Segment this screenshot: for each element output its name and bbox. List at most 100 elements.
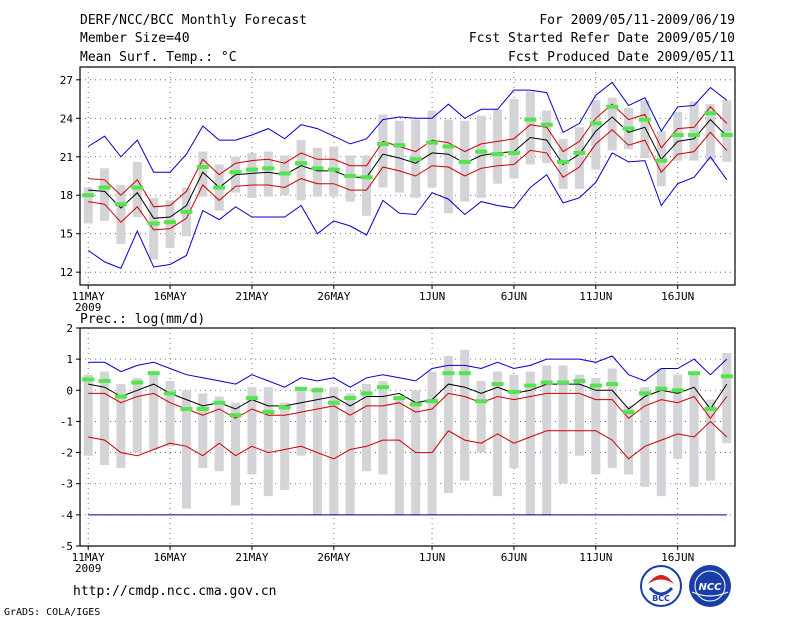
- y-tick-label: 15: [60, 228, 73, 241]
- range-box: [100, 371, 110, 466]
- observed-marker: [262, 410, 275, 415]
- observed-marker: [606, 104, 619, 109]
- observed-marker: [491, 382, 504, 387]
- range-box: [263, 387, 273, 497]
- range-box: [149, 197, 159, 260]
- y-tick-label: 0: [66, 384, 73, 397]
- header-title: DERF/NCC/BCC Monthly Forecast: [80, 13, 307, 28]
- range-box: [607, 97, 617, 151]
- observed-marker: [376, 385, 389, 390]
- range-box: [558, 365, 568, 484]
- header-right: For 2009/05/11-2009/06/19 Fcst Started R…: [469, 13, 735, 65]
- range-box: [394, 120, 404, 193]
- observed-marker: [82, 377, 95, 382]
- range-box: [722, 100, 732, 162]
- range-box: [525, 371, 535, 515]
- observed-marker: [360, 175, 373, 180]
- x-tick-label: 11MAY: [72, 290, 105, 303]
- x-tick-label: 16JUN: [661, 290, 694, 303]
- precipitation-title: Prec.: log(mm/d): [80, 312, 205, 327]
- observed-marker: [278, 171, 291, 176]
- range-box: [83, 187, 93, 224]
- observed-marker: [98, 378, 111, 383]
- observed-marker: [245, 167, 258, 172]
- range-box: [525, 91, 535, 165]
- x-tick-label: 11JUN: [579, 290, 612, 303]
- observed-marker: [442, 371, 455, 376]
- range-box: [231, 402, 241, 506]
- plot-frame: [79, 66, 736, 286]
- range-box: [345, 155, 355, 202]
- x-tick-label: 21MAY: [235, 290, 268, 303]
- observed-marker: [638, 391, 651, 396]
- range-box: [722, 352, 732, 444]
- x-tick-label: 16JUN: [661, 551, 694, 564]
- observed-marker: [426, 140, 439, 145]
- observed-marker: [573, 150, 586, 155]
- range-box: [116, 184, 126, 244]
- ncc-logo: NCC: [689, 565, 731, 607]
- footer-url[interactable]: http://cmdp.ncc.cma.gov.cn: [73, 584, 277, 599]
- range-box: [116, 384, 126, 469]
- observed-marker: [164, 391, 177, 396]
- y-tick-label: 24: [60, 112, 74, 125]
- range-box: [574, 127, 584, 189]
- x-tick-label: 6JUN: [501, 290, 528, 303]
- range-box: [362, 155, 372, 216]
- observed-marker: [589, 383, 602, 388]
- observed-marker: [131, 185, 144, 190]
- range-box: [378, 380, 388, 475]
- range-box: [476, 115, 486, 198]
- observed-marker: [327, 400, 340, 405]
- range-box: [181, 390, 191, 509]
- x-tick-label: 21MAY: [235, 551, 268, 564]
- range-box: [280, 402, 290, 490]
- observed-marker: [442, 144, 455, 149]
- x-tick-label: 6JUN: [501, 551, 528, 564]
- observed-marker: [638, 117, 651, 122]
- observed-marker: [213, 185, 226, 190]
- range-box: [656, 368, 666, 497]
- observed-marker: [655, 158, 668, 163]
- y-tick-label: 12: [60, 266, 73, 279]
- ncc-logo-text: NCC: [698, 582, 722, 593]
- observed-marker: [180, 406, 193, 411]
- observed-marker: [295, 161, 308, 166]
- observed-marker: [376, 141, 389, 146]
- observed-marker: [573, 378, 586, 383]
- observed-marker: [540, 122, 553, 127]
- range-box: [574, 374, 584, 456]
- header-variable: Mean Surf. Temp.: °C: [80, 50, 237, 65]
- observed-marker: [491, 152, 504, 157]
- x-tick-label: 1JUN: [419, 290, 446, 303]
- range-box: [83, 374, 93, 456]
- observed-marker: [393, 396, 406, 401]
- range-box: [591, 100, 601, 170]
- observed-marker: [98, 185, 111, 190]
- observed-marker: [327, 167, 340, 172]
- range-box: [378, 114, 388, 188]
- observed-marker: [475, 149, 488, 154]
- observed-marker: [196, 165, 209, 170]
- observed-marker: [524, 383, 537, 388]
- lower-spread-line: [88, 420, 728, 460]
- lower-spread-line: [88, 129, 728, 231]
- range-box: [542, 110, 552, 164]
- range-box: [443, 356, 453, 494]
- range-box: [165, 380, 175, 447]
- range-box: [509, 374, 519, 469]
- observed-marker: [557, 380, 570, 385]
- observed-marker: [671, 132, 684, 137]
- observed-marker: [688, 132, 701, 137]
- range-box: [624, 405, 634, 475]
- upper-spread-line: [88, 392, 728, 420]
- observed-marker: [540, 380, 553, 385]
- observed-marker: [360, 391, 373, 396]
- observed-marker: [688, 371, 701, 376]
- observed-marker: [229, 170, 242, 175]
- observed-marker: [196, 406, 209, 411]
- observed-marker: [704, 406, 717, 411]
- observed-marker: [426, 399, 439, 404]
- observed-marker: [82, 193, 95, 198]
